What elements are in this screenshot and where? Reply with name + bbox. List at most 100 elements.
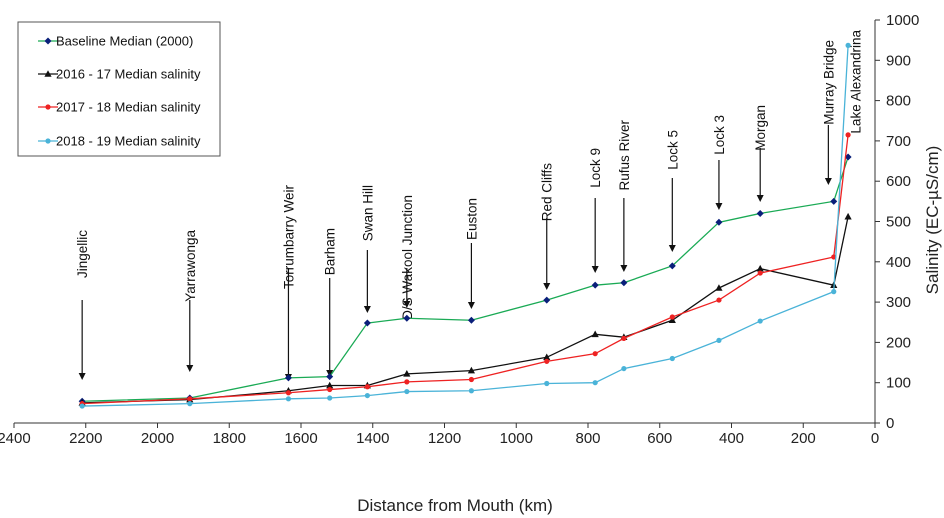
data-point	[403, 314, 411, 322]
annotation-arrow-head	[186, 365, 194, 372]
data-point	[716, 297, 722, 303]
data-point	[831, 289, 837, 295]
annotation-arrow-head	[756, 195, 764, 202]
data-point	[327, 386, 333, 393]
data-point	[716, 337, 722, 343]
data-point	[757, 270, 763, 276]
legend-entry-3: 2018 - 19 Median salinity	[38, 134, 201, 149]
legend-entry-1: 2016 - 17 Median salinity	[38, 67, 201, 82]
data-point	[591, 281, 599, 289]
annotation-label: Barham	[323, 228, 338, 275]
annotation-arrow-head	[824, 178, 832, 185]
annotation-lock-3: Lock 3	[712, 115, 727, 210]
annotation-label: D/S Wakool Junction	[400, 195, 415, 320]
data-point	[363, 319, 371, 327]
data-point	[285, 396, 292, 402]
annotation-label: Lock 3	[712, 115, 727, 155]
annotation-label: Rufus River	[617, 120, 632, 191]
data-point	[79, 403, 85, 409]
data-point	[403, 370, 411, 377]
data-point	[285, 390, 292, 396]
annotation-arrow-head	[363, 306, 371, 313]
annotation-euston: Euston	[464, 198, 479, 309]
data-point	[845, 42, 851, 48]
annotation-morgan: Morgan	[753, 105, 768, 202]
series-2	[79, 132, 851, 407]
data-point	[467, 316, 475, 324]
data-point	[364, 384, 370, 390]
annotation-jingellic: Jingellic	[75, 230, 90, 380]
annotation-label: Lock 5	[665, 130, 680, 170]
data-point	[326, 373, 334, 381]
y-tick-label: 700	[886, 133, 911, 150]
y-tick-label: 600	[886, 173, 911, 190]
y-axis-title: Salinity (EC-µS/cm)	[923, 146, 942, 295]
data-point	[620, 279, 628, 287]
y-tick-label: 100	[886, 375, 911, 392]
data-point	[467, 366, 476, 374]
x-tick-label: 2400	[0, 430, 31, 447]
data-point	[592, 380, 598, 386]
annotation-label: Red Cliffs	[540, 163, 555, 222]
annotation-rufus-river: Rufus River	[617, 120, 632, 272]
data-point	[669, 314, 675, 320]
data-point	[404, 379, 410, 385]
legend-label: 2017 - 18 Median salinity	[56, 100, 201, 115]
data-point	[621, 335, 627, 341]
x-tick-label: 400	[719, 430, 744, 447]
x-tick-label: 1000	[500, 430, 533, 447]
data-point	[621, 365, 627, 372]
annotation-arrow-head	[620, 265, 628, 272]
x-axis-title: Distance from Mouth (km)	[357, 496, 553, 515]
data-point	[715, 284, 723, 291]
annotation-murray-bridge: Murray Bridge	[821, 40, 836, 185]
legend-label: Baseline Median (2000)	[56, 34, 193, 49]
data-point	[326, 381, 334, 389]
data-point	[668, 262, 676, 270]
annotation-d-s-wakool-junction: D/S Wakool Junction	[400, 195, 415, 320]
data-point	[327, 395, 333, 401]
data-point	[845, 132, 851, 138]
data-point	[543, 296, 551, 304]
x-tick-label: 2000	[141, 430, 174, 447]
y-tick-label: 300	[886, 294, 911, 311]
data-point	[756, 209, 764, 217]
legend-entry-0: Baseline Median (2000)	[38, 34, 193, 49]
y-tick-label: 0	[886, 415, 894, 432]
data-point	[468, 388, 475, 394]
annotation-label: Yarrawonga	[183, 230, 198, 302]
annotation-label: Lock 9	[588, 148, 603, 188]
location-annotations: Jingellic Yarrawonga Torrumbarry Weir Barha…	[75, 30, 863, 381]
x-tick-label: 1800	[213, 430, 246, 447]
y-tick-label: 800	[886, 93, 911, 110]
annotation-torrumbarry-weir: Torrumbarry Weir	[281, 184, 296, 381]
data-point	[45, 138, 51, 144]
data-point	[668, 316, 676, 324]
annotation-lock-9: Lock 9	[588, 148, 603, 273]
legend-label: 2016 - 17 Median salinity	[56, 67, 201, 82]
y-tick-label: 400	[886, 254, 911, 271]
annotation-arrow-head	[668, 245, 676, 252]
data-point	[404, 388, 410, 395]
data-point	[187, 396, 193, 402]
annotation-label: Swan Hill	[360, 185, 375, 241]
data-point	[830, 197, 838, 205]
annotation-lock-5: Lock 5	[665, 130, 680, 252]
annotation-arrow-head	[403, 301, 411, 308]
data-point	[364, 392, 370, 399]
annotation-label: Torrumbarry Weir	[281, 184, 296, 289]
annotation-arrow-head	[715, 203, 723, 210]
data-point	[757, 318, 763, 324]
x-tick-label: 1400	[356, 430, 389, 447]
data-point	[44, 37, 52, 45]
y-tick-label: 900	[886, 52, 911, 69]
annotation-barham: Barham	[323, 228, 338, 377]
data-point	[187, 401, 193, 407]
annotation-red-cliffs: Red Cliffs	[540, 163, 555, 290]
y-tick-label: 500	[886, 214, 911, 231]
data-point	[756, 264, 764, 272]
data-point	[44, 70, 52, 77]
legend-label: 2018 - 19 Median salinity	[56, 134, 201, 149]
annotation-yarrawonga: Yarrawonga	[183, 230, 198, 372]
